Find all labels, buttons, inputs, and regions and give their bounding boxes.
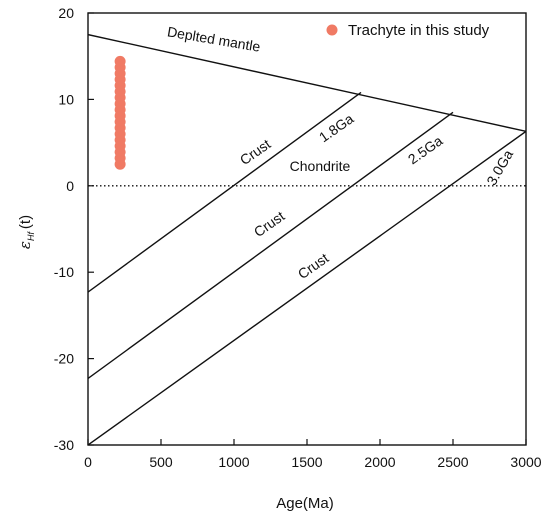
- y-tick-label: 10: [58, 91, 74, 107]
- y-tick-label: -30: [54, 437, 74, 453]
- y-axis-title-subscript: Hf: [26, 231, 36, 241]
- y-axis-title: εHf (t): [16, 215, 36, 249]
- crust-1-8-line: [88, 91, 362, 293]
- data-points: [114, 55, 126, 170]
- crust-3-0-age-label: 3.0Ga: [483, 147, 516, 188]
- reference-lines: [88, 33, 526, 445]
- y-axis-title-epsilon: ε: [16, 241, 34, 249]
- svg-text:εHf(t): εHf (t): [16, 215, 36, 249]
- y-tick-label: 20: [58, 5, 74, 21]
- depleted-mantle-line: [88, 33, 526, 133]
- legend-label: Trachyte in this study: [348, 22, 490, 39]
- crust-2-5-age-label: 2.5Ga: [405, 132, 446, 167]
- crust-2-5-label: Crust: [251, 208, 288, 240]
- crust-3-0-label: Crust: [295, 250, 332, 282]
- x-tick-label: 500: [149, 454, 173, 470]
- crust-1-8-age-label: 1.8Ga: [316, 110, 357, 145]
- x-tick-label: 2500: [437, 454, 468, 470]
- depleted-mantle-label: Deplted mantle: [166, 23, 262, 55]
- y-axis-ticks: -30 -20 -10 0 10 20: [54, 5, 94, 453]
- legend-marker: [326, 24, 338, 36]
- x-tick-label: 1500: [291, 454, 322, 470]
- legend: Trachyte in this study: [326, 22, 490, 39]
- plot-frame: [87, 12, 527, 446]
- x-tick-label: 1000: [218, 454, 249, 470]
- y-tick-label: -10: [54, 264, 74, 280]
- y-axis-title-t: (t): [17, 215, 34, 229]
- y-tick-label: 0: [66, 178, 74, 194]
- chondrite-label: Chondrite: [290, 158, 351, 174]
- crust-2-5-line: [88, 111, 454, 380]
- x-tick-label: 3000: [510, 454, 541, 470]
- crust-3-0-line: [88, 130, 526, 445]
- x-tick-label: 2000: [364, 454, 395, 470]
- x-axis-ticks: 0 500 1000 1500 2000 2500 3000: [84, 439, 542, 470]
- data-point: [114, 55, 126, 67]
- x-axis-title: Age(Ma): [276, 495, 334, 512]
- x-tick-label: 0: [84, 454, 92, 470]
- y-tick-label: -20: [54, 351, 74, 367]
- crust-1-8-label: Crust: [237, 136, 274, 168]
